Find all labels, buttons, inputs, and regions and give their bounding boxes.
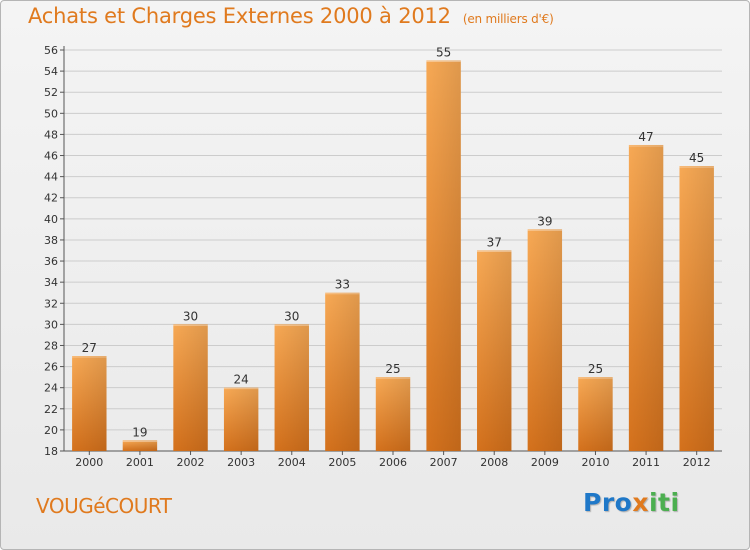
- y-tick-label: 36: [44, 255, 58, 268]
- proxiti-logo[interactable]: Proxiti: [583, 488, 680, 517]
- bar-value-label: 19: [132, 425, 147, 439]
- bar-value-label: 27: [82, 341, 97, 355]
- chart-title: Achats et Charges Externes 2000 à 2012 (e…: [28, 4, 554, 28]
- bar-value-label: 55: [436, 46, 451, 60]
- y-tick-label: 32: [44, 297, 58, 310]
- chart-title-text: Achats et Charges Externes 2000 à 2012: [28, 4, 451, 28]
- bar-shade: [578, 377, 613, 451]
- x-tick-label: 2000: [75, 456, 103, 469]
- logo-part-2: x: [632, 488, 649, 517]
- logo-part-1: Pro: [583, 488, 633, 517]
- x-tick-label: 2007: [430, 456, 458, 469]
- bar-shade: [628, 144, 664, 451]
- y-tick-label: 30: [44, 318, 58, 331]
- bar-value-label: 33: [335, 278, 350, 292]
- bar-value-label: 30: [284, 309, 299, 323]
- y-tick-label: 22: [44, 403, 58, 416]
- x-tick-label: 2004: [278, 456, 306, 469]
- x-tick-label: 2012: [683, 456, 711, 469]
- y-tick-label: 48: [44, 128, 58, 141]
- bar-shade: [173, 324, 208, 451]
- bar-shade: [122, 440, 158, 451]
- bar-value-label: 39: [537, 214, 552, 228]
- y-tick-label: 50: [44, 107, 58, 120]
- y-tick-label: 28: [44, 339, 58, 352]
- bar-value-label: 45: [689, 151, 704, 165]
- y-tick-label: 40: [44, 213, 58, 226]
- labels: 18 20 22 24 26 28 30 32 34 36 38 40 42 44 46 48 50 52 54 56…: [44, 44, 711, 469]
- x-tick-label: 2010: [581, 456, 609, 469]
- x-tick-label: 2008: [480, 456, 508, 469]
- y-tick-label: 34: [44, 276, 58, 289]
- y-tick-label: 42: [44, 192, 58, 205]
- commune-name: VOUGéCOURT: [36, 494, 172, 518]
- y-tick-label: 44: [44, 171, 58, 184]
- bar-shade: [274, 324, 309, 451]
- bar-value-label: 25: [385, 362, 400, 376]
- y-tick-label: 46: [44, 150, 58, 163]
- bars: [72, 60, 714, 451]
- y-tick-label: 54: [44, 65, 58, 78]
- y-tick-label: 20: [44, 424, 58, 437]
- y-tick-label: 24: [44, 382, 58, 395]
- bar-shade: [426, 60, 461, 451]
- bar-shade: [375, 377, 411, 451]
- y-tick-label: 56: [44, 44, 58, 57]
- bar-shade: [325, 292, 360, 451]
- y-tick-label: 18: [44, 445, 58, 458]
- chart-subtitle: (en milliers d'€): [462, 12, 554, 26]
- x-tick-label: 2002: [177, 456, 205, 469]
- x-tick-label: 2005: [328, 456, 356, 469]
- bar-value-label: 47: [638, 130, 653, 144]
- x-tick-label: 2001: [126, 456, 154, 469]
- x-tick-label: 2011: [632, 456, 660, 469]
- y-tick-label: 38: [44, 234, 58, 247]
- x-tick-label: 2009: [531, 456, 559, 469]
- x-tick-label: 2003: [227, 456, 255, 469]
- bar-shade: [223, 387, 259, 451]
- y-tick-label: 26: [44, 361, 58, 374]
- y-tick-label: 52: [44, 86, 58, 99]
- bar-value-label: 30: [183, 309, 198, 323]
- bar-shade: [527, 229, 563, 451]
- bar-shade: [477, 250, 512, 451]
- bar-value-label: 25: [588, 362, 603, 376]
- bar-shade: [72, 356, 107, 451]
- bar-value-label: 37: [487, 236, 502, 250]
- x-tick-label: 2006: [379, 456, 407, 469]
- bar-shade: [679, 166, 714, 451]
- logo-part-3: iti: [648, 488, 680, 517]
- bar-value-label: 24: [234, 373, 249, 387]
